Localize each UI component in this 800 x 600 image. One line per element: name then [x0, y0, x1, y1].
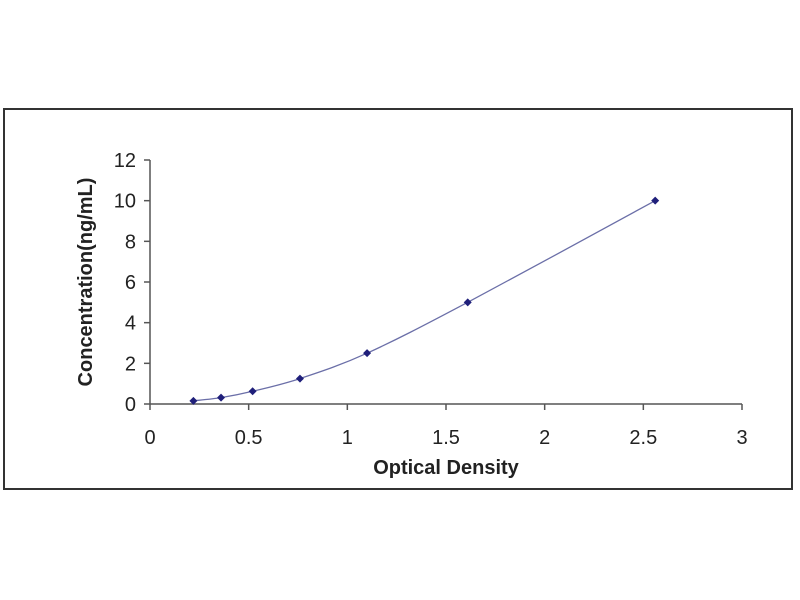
data-point [463, 298, 472, 307]
x-tick-label: 1 [342, 427, 353, 449]
x-tick-label: 2 [539, 427, 550, 449]
data-point [217, 393, 226, 402]
x-tick-label: 2.5 [629, 427, 657, 449]
x-tick-label: 3 [736, 427, 747, 449]
x-tick-label: 1.5 [432, 427, 460, 449]
y-tick-label: 4 [125, 313, 136, 335]
y-axis-title: Concentration(ng/mL) [75, 178, 97, 387]
y-tick-label: 6 [125, 272, 136, 294]
data-point [651, 196, 660, 205]
fit-curve [193, 200, 656, 402]
x-tick-label: 0 [144, 427, 155, 449]
y-tick-label: 2 [125, 353, 136, 375]
data-point [189, 396, 198, 405]
chart-frame [3, 108, 793, 490]
y-tick-label: 8 [125, 231, 136, 253]
data-point [363, 349, 372, 358]
series-layer [189, 196, 660, 405]
data-point [248, 387, 257, 396]
y-tick-label: 12 [114, 150, 136, 172]
y-tick-label: 0 [125, 394, 136, 416]
axes [149, 160, 742, 405]
y-tick-label: 10 [114, 191, 136, 213]
x-axis-title: Optical Density [373, 457, 519, 479]
x-ticks: 0 0.5 1 1.5 2 2.5 3 [144, 404, 748, 449]
data-point [295, 374, 304, 383]
x-tick-label: 0.5 [235, 427, 263, 449]
y-ticks: 0 2 4 6 8 10 12 [114, 150, 150, 416]
